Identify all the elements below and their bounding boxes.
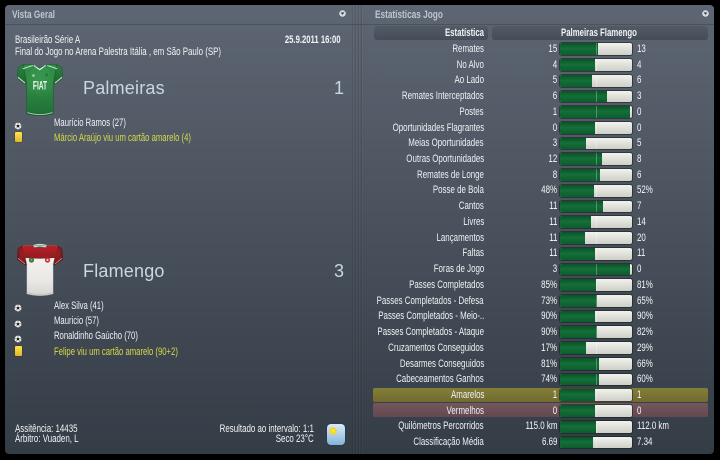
svg-text:FIAT: FIAT (33, 79, 47, 93)
